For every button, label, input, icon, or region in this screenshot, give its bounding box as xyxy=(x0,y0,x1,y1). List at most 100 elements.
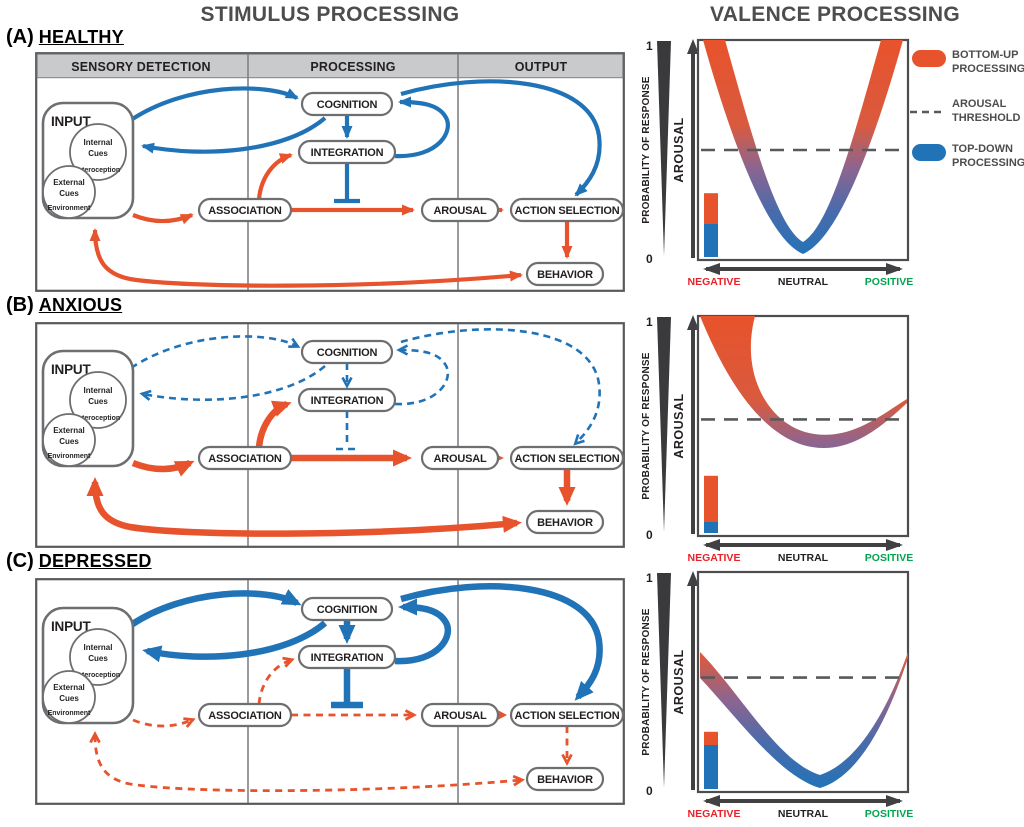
environment-label: Environment xyxy=(48,710,91,717)
panel-a-label: (A) HEALTHY xyxy=(6,26,124,49)
integration-label: INTEGRATION xyxy=(311,395,384,407)
arrow-input-to-cognition xyxy=(130,335,301,370)
valence-chart-depressed: 1 0 PROBABILITY OF RESPONSE AROUSAL NEGA… xyxy=(641,570,913,820)
bottom-up-bar xyxy=(704,731,718,745)
arrow-association-to-integration xyxy=(255,400,292,448)
environment-label: Environment xyxy=(48,205,91,212)
legend-top-down-1: TOP-DOWN xyxy=(952,143,1013,155)
top-down-arrows xyxy=(130,328,601,451)
external-cues-line1: External xyxy=(53,683,85,692)
y-axis-arrowhead-icon xyxy=(687,571,699,586)
x-axis-right-arrowhead-icon xyxy=(886,263,903,275)
y-max-label: 1 xyxy=(646,571,653,585)
arrow-input-to-cognition xyxy=(129,86,299,122)
bottom-up-bar xyxy=(704,193,718,224)
arrow-integration-to-cognition xyxy=(394,344,450,406)
cognition-node: COGNITION xyxy=(300,339,394,365)
input-node: INPUT Internal Cues Interoception Extern… xyxy=(41,606,135,725)
internal-cues-circle xyxy=(69,371,127,429)
association-node: ASSOCIATION xyxy=(197,702,293,728)
internal-cues-circle xyxy=(69,628,127,686)
header-output: OUTPUT xyxy=(515,60,568,74)
column-headers: SENSORY DETECTION PROCESSING OUTPUT xyxy=(36,53,624,79)
positive-label: POSITIVE xyxy=(865,808,913,820)
probability-axis-label: PROBABILITY OF RESPONSE xyxy=(641,608,652,755)
panel-c-label: (C) DEPRESSED xyxy=(6,550,152,573)
valence-curve-band xyxy=(700,316,907,449)
arrow-association-to-integration xyxy=(256,153,293,200)
bottom-up-swatch-icon xyxy=(912,50,946,67)
external-cues-line1: External xyxy=(53,178,85,187)
header-strip xyxy=(36,53,624,79)
action-selection-node: ACTION SELECTION xyxy=(509,702,625,728)
action-selection-label: ACTION SELECTION xyxy=(515,453,620,465)
top-down-bar xyxy=(704,745,718,789)
integration-label: INTEGRATION xyxy=(311,652,384,664)
y-min-label: 0 xyxy=(646,528,653,542)
arrow-input-to-association xyxy=(131,459,195,477)
valence-chart-anxious: 1 0 PROBABILITY OF RESPONSE AROUSAL NEGA… xyxy=(641,314,913,564)
y-max-label: 1 xyxy=(646,39,653,53)
input-node: INPUT Internal Cues Interoception Extern… xyxy=(41,101,135,220)
external-cues-line2: Cues xyxy=(59,189,79,198)
valence-chart-healthy: 1 0 PROBABILITY OF RESPONSE AROUSAL NEGA… xyxy=(641,38,1024,288)
top-down-arrows xyxy=(129,583,603,709)
input-node: INPUT Internal Cues Interoception Extern… xyxy=(41,349,135,468)
arousal-node: AROUSAL xyxy=(420,445,500,471)
association-label: ASSOCIATION xyxy=(208,710,282,722)
arrow-cognition-to-action-selection xyxy=(400,328,601,446)
interoception-label: Interoception xyxy=(76,415,120,422)
external-cues-circle xyxy=(42,165,96,219)
internal-cues-line1: Internal xyxy=(84,386,113,395)
external-cues-line2: Cues xyxy=(59,694,79,703)
arrow-behavior-input-feedback xyxy=(89,228,523,288)
neutral-label: NEUTRAL xyxy=(778,552,829,564)
arrow-cognition-to-input xyxy=(139,365,326,401)
arrow-association-to-integration xyxy=(257,656,295,705)
external-cues-line1: External xyxy=(53,426,85,435)
arrow-behavior-input-feedback xyxy=(86,477,522,537)
cognition-node: COGNITION xyxy=(300,596,394,622)
x-axis-left-arrowhead-icon xyxy=(703,795,720,807)
valence-processing-title: VALENCE PROCESSING xyxy=(709,3,961,26)
internal-cues-line2: Cues xyxy=(88,149,108,158)
arrow-integration-to-cognition xyxy=(394,598,452,665)
flowchart-healthy: SENSORY DETECTION PROCESSING OUTPUT xyxy=(35,52,625,292)
association-label: ASSOCIATION xyxy=(208,205,282,217)
panel-a-tag: (A) xyxy=(6,26,34,48)
cognition-label: COGNITION xyxy=(317,604,378,616)
behavior-node: BEHAVIOR xyxy=(525,261,605,287)
behavior-label: BEHAVIOR xyxy=(537,774,593,786)
input-label: INPUT xyxy=(51,362,91,377)
arousal-axis-label: AROUSAL xyxy=(672,393,686,458)
behavior-node: BEHAVIOR xyxy=(525,509,605,535)
legend: BOTTOM-UP PROCESSING AROUSAL THRESHOLD T… xyxy=(910,49,1024,169)
plot-frame xyxy=(696,570,910,794)
input-label: INPUT xyxy=(51,114,91,129)
integration-node: INTEGRATION xyxy=(297,139,397,165)
arrow-cognition-to-action-selection xyxy=(400,583,603,701)
arrow-integration-to-cognition xyxy=(394,96,450,159)
cognition-node: COGNITION xyxy=(300,91,394,117)
arousal-label: AROUSAL xyxy=(434,710,487,722)
x-axis-right-arrowhead-icon xyxy=(886,795,903,807)
y-min-label: 0 xyxy=(646,784,653,798)
action-selection-node: ACTION SELECTION xyxy=(509,445,625,471)
flowchart-depressed: INPUT Internal Cues Interoception Extern… xyxy=(35,578,625,805)
action-selection-node: ACTION SELECTION xyxy=(509,197,625,223)
y-max-label: 1 xyxy=(646,315,653,329)
cognition-label: COGNITION xyxy=(317,99,378,111)
arrow-input-to-association xyxy=(132,717,196,728)
top-down-bar xyxy=(704,224,718,257)
arrow-cognition-to-action-selection xyxy=(400,79,602,197)
neutral-label: NEUTRAL xyxy=(778,276,829,288)
legend-threshold-2: THRESHOLD xyxy=(952,112,1021,124)
behavior-label: BEHAVIOR xyxy=(537,517,593,529)
input-label: INPUT xyxy=(51,619,91,634)
arrow-input-to-cognition xyxy=(129,589,302,628)
top-down-swatch-icon xyxy=(912,144,946,161)
negative-label: NEGATIVE xyxy=(688,552,741,564)
panel-b-label: (B) ANXIOUS xyxy=(6,294,122,317)
panel-b-name: ANXIOUS xyxy=(38,295,123,315)
stimulus-processing-title: STIMULUS PROCESSING xyxy=(200,3,460,26)
